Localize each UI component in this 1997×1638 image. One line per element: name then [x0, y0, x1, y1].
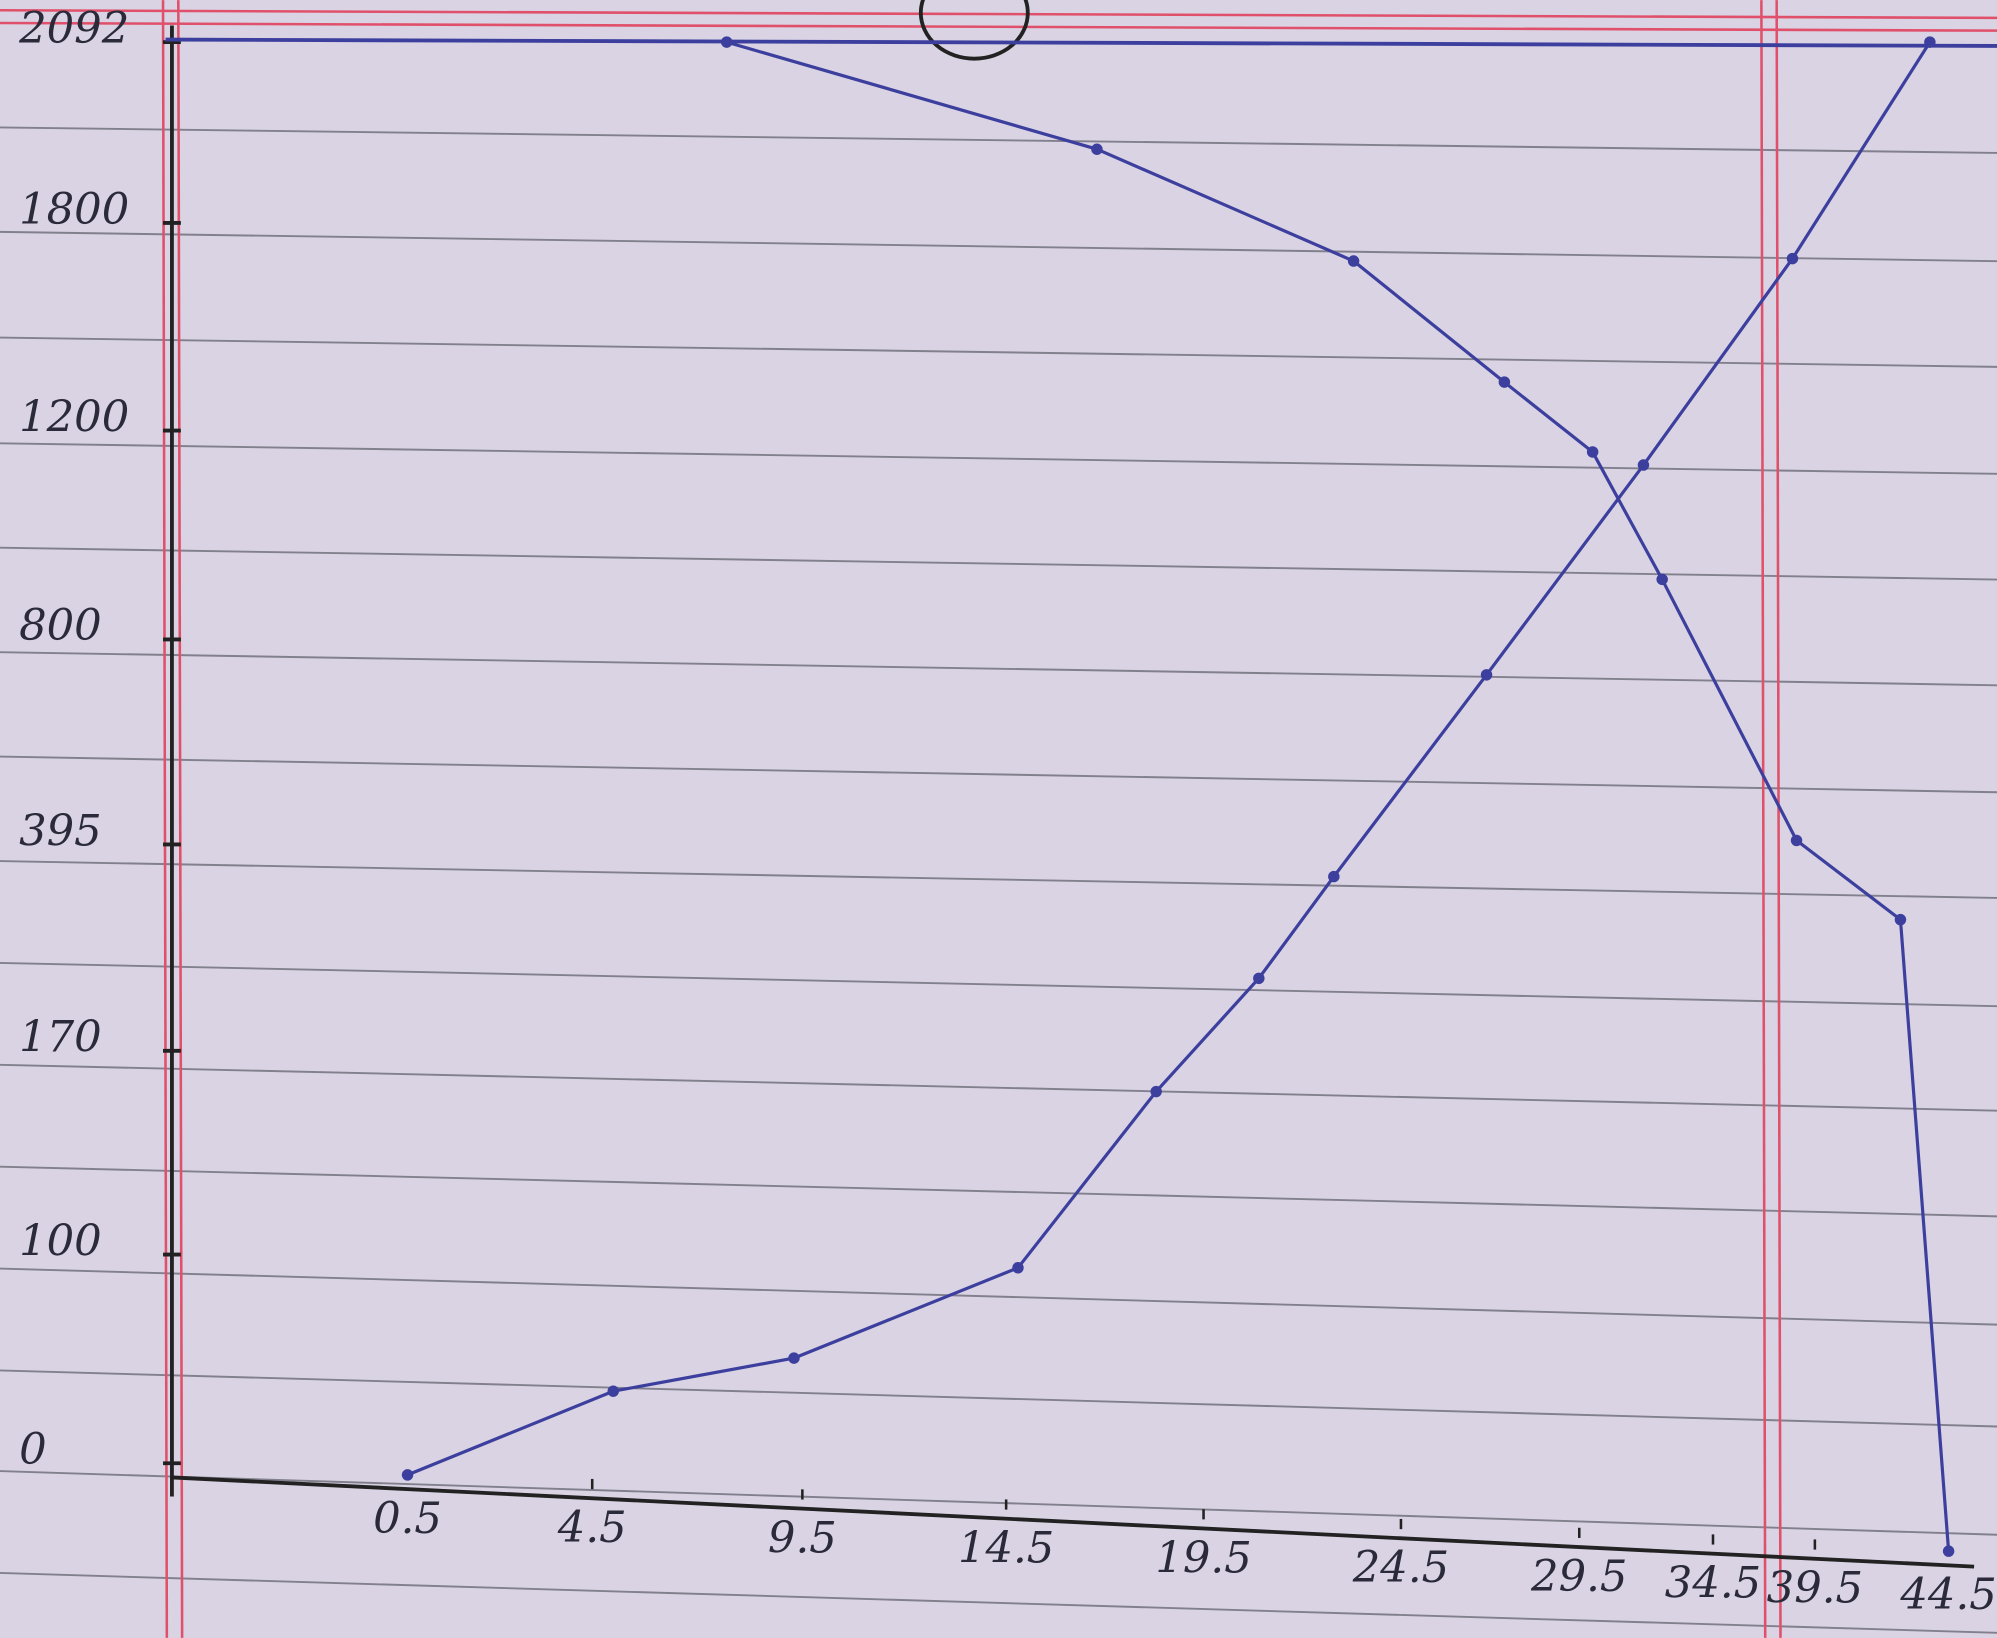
y-tick-label: 100 [19, 1216, 102, 1266]
x-tick-label: 4.5 [557, 1503, 627, 1553]
y-tick-label: 0 [19, 1425, 47, 1475]
y-tick-label: 170 [19, 1013, 102, 1063]
circled-mark [921, 0, 1028, 59]
data-point [1091, 144, 1102, 155]
data-point [1012, 1262, 1023, 1273]
data-point [1787, 253, 1798, 264]
x-axis [172, 1477, 1974, 1566]
x-tick-label: 9.5 [768, 1514, 837, 1564]
x-tick-label: 24.5 [1352, 1543, 1449, 1593]
data-point [608, 1385, 619, 1396]
page: {"chart_data": {"type": "line", "xlim": … [0, 0, 1997, 1638]
data-point [1791, 835, 1802, 846]
x-tick-label: 34.5 [1665, 1559, 1761, 1609]
data-point [1348, 255, 1359, 266]
data-point [1587, 446, 1598, 457]
y-tick-label: 800 [19, 601, 102, 651]
y-tick-label: 395 [19, 806, 102, 856]
x-tick-label: 19.5 [1155, 1533, 1251, 1583]
chart: 0 100 170 395 800 1200 1800 2092 0.5 4.5 9.5 14.5 19… [0, 0, 1997, 1638]
x-tick-label: 29.5 [1530, 1552, 1627, 1602]
data-point [1638, 459, 1649, 470]
total-line [166, 40, 1997, 46]
y-tick-label: 1200 [19, 392, 129, 442]
data-point [1499, 376, 1510, 387]
data-point [1895, 914, 1906, 925]
data-point [721, 36, 732, 47]
x-tick-label: 0.5 [373, 1494, 442, 1544]
x-tick-label: 39.5 [1767, 1564, 1863, 1614]
data-point [402, 1469, 413, 1480]
data-point [1481, 669, 1492, 680]
data-point [1150, 1086, 1161, 1097]
data-point [1943, 1545, 1954, 1556]
y-tick-label: 2092 [18, 4, 129, 54]
x-tick-label: 44.5 [1899, 1570, 1996, 1620]
data-point [1656, 574, 1667, 585]
data-point [1924, 36, 1935, 47]
y-tick-label: 1800 [19, 185, 129, 235]
data-point [788, 1352, 799, 1363]
data-point [1328, 871, 1339, 882]
ruled-paper [0, 127, 1997, 1632]
data-point [1253, 973, 1264, 984]
x-tick-label: 14.5 [958, 1524, 1054, 1574]
